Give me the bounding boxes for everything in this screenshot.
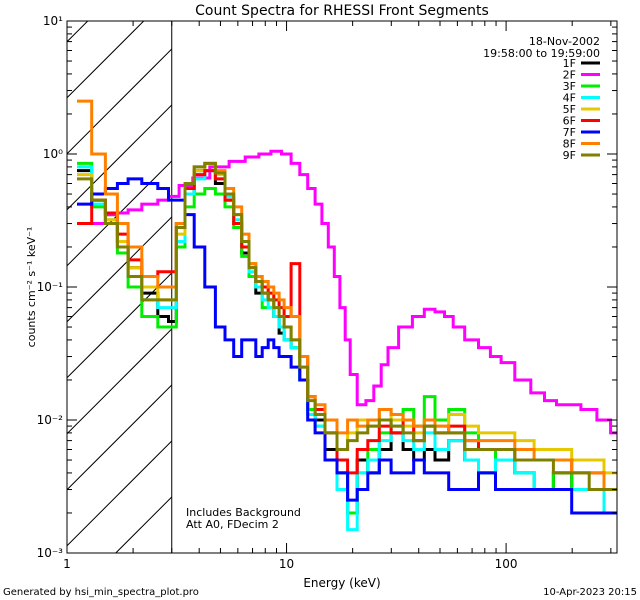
y-tick-label: 10⁻¹ xyxy=(37,280,64,294)
x-axis-ticks: 1 10 100 xyxy=(63,21,612,571)
series-line-7f xyxy=(77,177,617,515)
legend-label-9f: 9F xyxy=(563,149,576,162)
annotation-background: Includes Background xyxy=(186,506,301,519)
hatch-line xyxy=(66,384,173,491)
legend-label-8f: 8F xyxy=(563,138,576,151)
chart-title: Count Spectra for RHESSI Front Segments xyxy=(195,3,489,19)
legend-label-1f: 1F xyxy=(563,57,576,70)
time-range: 19:58:00 to 19:59:00 xyxy=(483,47,600,60)
footer-generator: Generated by hsi_min_spectra_plot.pro xyxy=(3,587,199,598)
y-axis-ticks: 10⁻³ 10⁻² 10⁻¹ 10⁰ 10¹ xyxy=(37,14,617,560)
x-tick-label: 100 xyxy=(495,557,518,571)
hatch-line xyxy=(66,328,173,435)
hatch-line xyxy=(66,104,173,211)
legend-label-7f: 7F xyxy=(563,126,576,139)
legend-label-4f: 4F xyxy=(563,92,576,105)
x-tick-label: 1 xyxy=(63,557,71,571)
footer-timestamp: 10-Apr-2023 20:15 xyxy=(543,587,637,598)
series-line-9f xyxy=(77,161,617,491)
annotation-attenuator: Att A0, FDecim 2 xyxy=(186,518,279,531)
hatch-line xyxy=(115,496,173,554)
hatch-line xyxy=(66,272,173,379)
y-tick-label: 10⁻³ xyxy=(37,546,64,560)
x-axis-label: Energy (keV) xyxy=(303,576,380,590)
y-tick-label: 10¹ xyxy=(43,14,63,28)
y-tick-label: 10⁻² xyxy=(37,413,64,427)
legend-label-6f: 6F xyxy=(563,115,576,128)
legend-label-5f: 5F xyxy=(563,103,576,116)
observation-date: 18-Nov-2002 xyxy=(529,35,600,48)
y-tick-label: 10⁰ xyxy=(43,147,63,161)
legend-label-2f: 2F xyxy=(563,69,576,82)
series-line-2f xyxy=(77,149,617,435)
hatch-line xyxy=(66,48,173,155)
x-tick-label: 10 xyxy=(279,557,294,571)
hatch-line xyxy=(66,20,145,99)
hatch-line xyxy=(66,216,173,323)
y-axis-label: counts cm⁻² s⁻¹ keV⁻¹ xyxy=(25,227,38,348)
hatch-line xyxy=(66,20,89,43)
hatch-line xyxy=(66,440,173,547)
legend-label-3f: 3F xyxy=(563,80,576,93)
